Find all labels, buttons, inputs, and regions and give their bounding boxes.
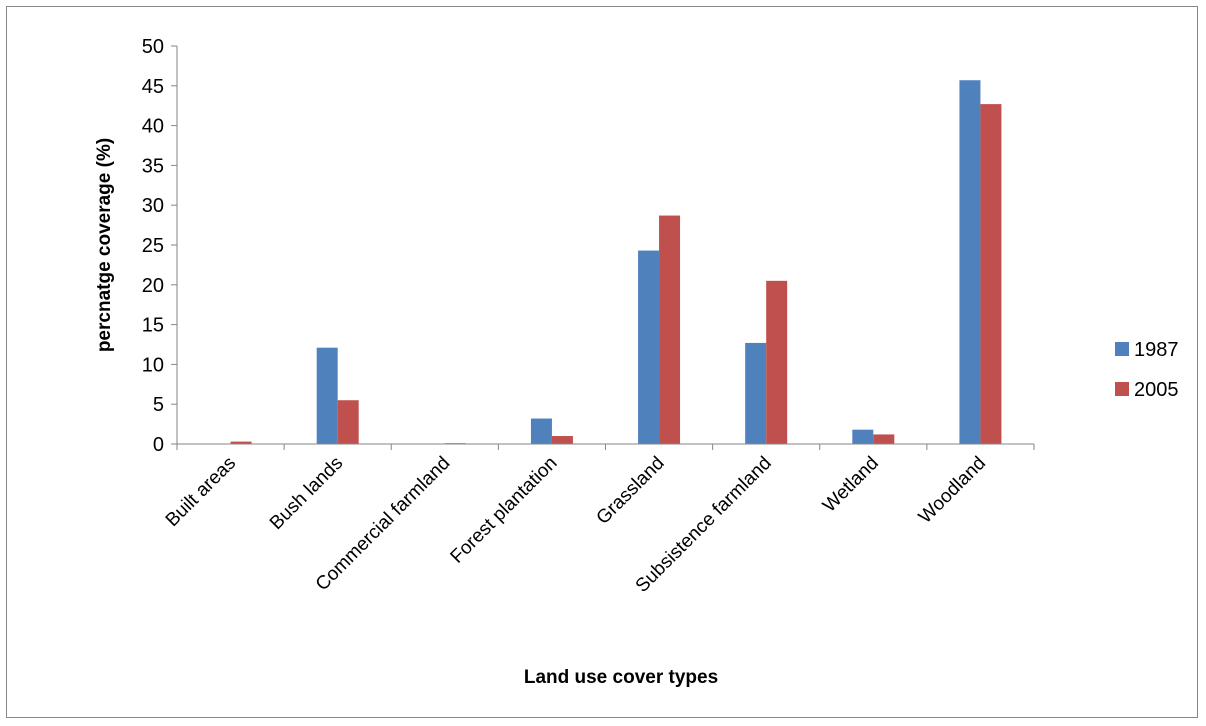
y-tick-label: 5 (153, 394, 164, 416)
legend-swatch-2005 (1115, 382, 1129, 396)
y-tick-label: 50 (142, 36, 164, 58)
y-tick-label: 20 (142, 275, 164, 297)
legend: 1987 2005 (1115, 339, 1179, 401)
bar-2005 (230, 441, 252, 444)
bar-1987 (745, 342, 767, 444)
x-axis-title: Land use cover types (524, 667, 718, 688)
bar-1987 (530, 418, 552, 444)
chart-frame: 0 5 10 15 20 25 30 35 40 45 50 Built areas Bush lan… (6, 6, 1198, 718)
y-axis-title: percnatge coverage (%) (94, 138, 115, 352)
legend-label-1987: 1987 (1134, 339, 1179, 361)
y-ticks-group: 0 5 10 15 20 25 30 35 40 45 50 (142, 36, 177, 456)
bar-2005 (766, 280, 788, 444)
y-tick-label: 45 (142, 76, 164, 98)
y-tick-label: 0 (153, 434, 164, 456)
bar-1987 (852, 429, 874, 444)
y-tick-label: 35 (142, 155, 164, 177)
x-category-label: Bush lands (266, 453, 347, 534)
bar-2005 (873, 434, 895, 444)
bar-1987 (316, 347, 338, 444)
x-category-label: Woodland (915, 453, 990, 528)
y-tick-label: 25 (142, 235, 164, 257)
legend-label-2005: 2005 (1134, 379, 1179, 401)
bars-group (230, 80, 1002, 444)
y-tick-label: 10 (142, 354, 164, 376)
legend-swatch-1987 (1115, 342, 1129, 356)
bar-2005 (659, 215, 681, 444)
x-category-label: Forest plantation (447, 453, 562, 568)
x-category-label: Built areas (162, 453, 240, 531)
bar-2005 (337, 400, 359, 444)
x-category-label: Wetland (819, 453, 883, 517)
x-ticks-group (176, 444, 1035, 450)
y-tick-label: 15 (142, 315, 164, 337)
y-tick-label: 40 (142, 116, 164, 138)
y-tick-label: 30 (142, 195, 164, 217)
bar-chart: 0 5 10 15 20 25 30 35 40 45 50 Built areas Bush lan… (94, 36, 1179, 688)
bar-1987 (959, 80, 981, 444)
bar-1987 (638, 250, 660, 444)
x-category-label: Grassland (593, 453, 669, 529)
bar-2005 (980, 104, 1002, 444)
bar-2005 (551, 436, 573, 444)
